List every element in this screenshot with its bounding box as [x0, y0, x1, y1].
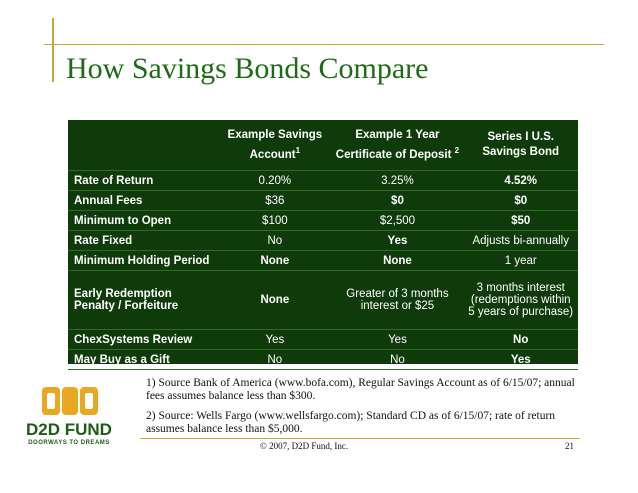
table-cell: Greater of 3 months interest or $25 — [331, 270, 464, 330]
row-label: Annual Fees — [68, 190, 219, 211]
row-label: Rate Fixed — [68, 230, 219, 251]
table-cell: 3.25% — [331, 170, 464, 191]
table-cell: 4.52% — [463, 170, 578, 191]
table-cell: 0.20% — [218, 170, 332, 191]
footnote-marker: 1 — [295, 145, 301, 155]
table-row: Rate of Return 0.20% 3.25% 4.52% — [68, 170, 578, 191]
row-label: Minimum Holding Period — [68, 250, 219, 271]
table-cell: None — [331, 250, 464, 271]
table-row: Rate Fixed No Yes Adjusts bi-annually — [68, 230, 578, 251]
decorative-vertical-line — [52, 18, 54, 82]
table-row: Annual Fees $36 $0 $0 — [68, 190, 578, 211]
table-cell: No — [331, 349, 464, 370]
table-cell: $0 — [331, 190, 464, 211]
table-cell: No — [463, 329, 578, 350]
logo-tagline: DOORWAYS TO DREAMS — [28, 440, 110, 446]
table-body: Rate of Return 0.20% 3.25% 4.52% Annual Fees… — [68, 170, 578, 370]
note-2: 2) Source: Wells Fargo (www.wellsfargo.c… — [146, 410, 556, 435]
row-label: ChexSystems Review — [68, 329, 219, 350]
header-text: Example Savings Account — [227, 128, 323, 161]
logo-name: D2D FUND — [26, 420, 112, 439]
header-text: Series I U.S. Savings Bond — [482, 131, 560, 158]
table-header-row: Example Savings Account1 Example 1 Year … — [68, 120, 578, 171]
row-label: Minimum to Open — [68, 210, 219, 231]
comparison-table-container: Example Savings Account1 Example 1 Year … — [68, 120, 578, 370]
table-cell: Yes — [463, 349, 578, 370]
table-cell: Yes — [331, 329, 464, 350]
copyright-text: © 2007, D2D Fund, Inc. — [260, 441, 349, 451]
header-savings-bond: Series I U.S. Savings Bond — [463, 120, 578, 171]
table-row: Early Redemption Penalty / Forfeiture Non… — [68, 270, 578, 330]
table-cell: No — [218, 230, 332, 251]
table-cell: No — [218, 349, 332, 370]
row-label: Early Redemption Penalty / Forfeiture — [68, 270, 219, 330]
footer-divider — [140, 438, 580, 439]
row-label: May Buy as a Gift — [68, 349, 219, 370]
table-row: ChexSystems Review Yes Yes No — [68, 329, 578, 350]
slide-title: How Savings Bonds Compare — [66, 52, 429, 85]
table-cell: 1 year — [463, 250, 578, 271]
note-1: 1) Source Bank of America (www.bofa.com)… — [146, 377, 575, 402]
header-text: Example 1 Year Certificate of Deposit — [335, 128, 452, 161]
footnote-marker: 2 — [454, 145, 460, 155]
table-cell: None — [218, 250, 332, 271]
row-label: Rate of Return — [68, 170, 219, 191]
header-savings-account: Example Savings Account1 — [218, 120, 332, 171]
table-row: Minimum to Open $100 $2,500 $50 — [68, 210, 578, 231]
comparison-table: Example Savings Account1 Example 1 Year … — [68, 120, 578, 370]
table-cell: $0 — [463, 190, 578, 211]
table-cell: $100 — [218, 210, 332, 231]
table-cell: Adjusts bi-annually — [463, 230, 578, 251]
table-cell: 3 months interest (redemptions within 5 … — [463, 270, 578, 330]
decorative-horizontal-line — [44, 44, 604, 45]
header-certificate-of-deposit: Example 1 Year Certificate of Deposit 2 — [331, 120, 464, 171]
table-row: May Buy as a Gift No No Yes — [68, 349, 578, 370]
table-cell: None — [218, 270, 332, 330]
table-cell: $2,500 — [331, 210, 464, 231]
header-empty-cell — [68, 120, 219, 171]
source-notes: 1) Source Bank of America (www.bofa.com)… — [146, 377, 586, 443]
table-row: Minimum Holding Period None None 1 year — [68, 250, 578, 271]
page-number: 21 — [565, 441, 574, 451]
table-cell: $50 — [463, 210, 578, 231]
d2d-fund-logo-mark — [42, 387, 98, 415]
table-cell: $36 — [218, 190, 332, 211]
table-cell: Yes — [331, 230, 464, 251]
table-cell: Yes — [218, 329, 332, 350]
